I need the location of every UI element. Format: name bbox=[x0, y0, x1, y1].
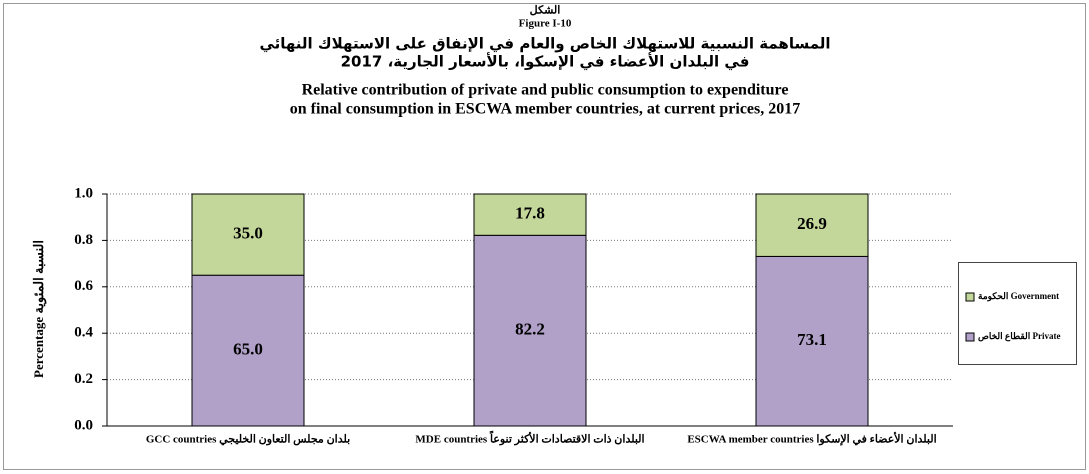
title-ar: المساهمة النسبية للاستهلاك الخاص والعام … bbox=[259, 35, 830, 53]
data-label: 65.0 bbox=[233, 340, 263, 359]
bar-segment bbox=[755, 193, 869, 257]
data-label: 17.8 bbox=[515, 204, 545, 223]
y-tick-label: 0.6 bbox=[74, 278, 93, 294]
data-label: 73.1 bbox=[797, 330, 827, 349]
bar-segment bbox=[191, 193, 305, 276]
figure-label-ar: الشكل bbox=[530, 5, 561, 17]
y-tick-label: 1.0 bbox=[74, 185, 93, 201]
legend-swatch bbox=[965, 292, 975, 302]
bar-segment bbox=[755, 255, 869, 427]
y-tick-label: 0.0 bbox=[74, 417, 93, 433]
data-label: 26.9 bbox=[797, 214, 827, 233]
y-axis-label: Percentage النسبة المئوية bbox=[31, 240, 47, 378]
y-tick-label: 0.2 bbox=[74, 371, 93, 387]
y-tick-label: 0.4 bbox=[74, 325, 93, 341]
bar-segment bbox=[473, 234, 587, 427]
figure-label-en: Figure I-10 bbox=[519, 18, 572, 30]
data-label: 82.2 bbox=[515, 320, 545, 339]
x-tick-label: GCC countries بلدان مجلس التعاون الخليجي bbox=[146, 434, 350, 447]
legend-label: القطاع الخاص Private bbox=[978, 331, 1060, 342]
y-tick-label: 0.8 bbox=[74, 232, 93, 248]
legend-swatch bbox=[965, 332, 975, 342]
x-tick-label: MDE countries البلدان ذات الاقتصادات الأ… bbox=[415, 430, 644, 445]
bar-segment bbox=[473, 193, 587, 236]
title-ar: في البلدان الأعضاء في الإسكوا، بالأسعار … bbox=[341, 53, 750, 71]
bar-segment bbox=[191, 274, 305, 427]
title-en: Relative contribution of private and pub… bbox=[302, 82, 789, 99]
legend-box bbox=[958, 262, 1077, 365]
data-label: 35.0 bbox=[233, 224, 263, 243]
title-en: on final consumption in ESCWA member cou… bbox=[290, 101, 801, 118]
legend-label: الحكومة Government bbox=[978, 291, 1059, 302]
x-tick-label: ESCWA member countries البلدان الأعضاء ف… bbox=[687, 432, 936, 447]
